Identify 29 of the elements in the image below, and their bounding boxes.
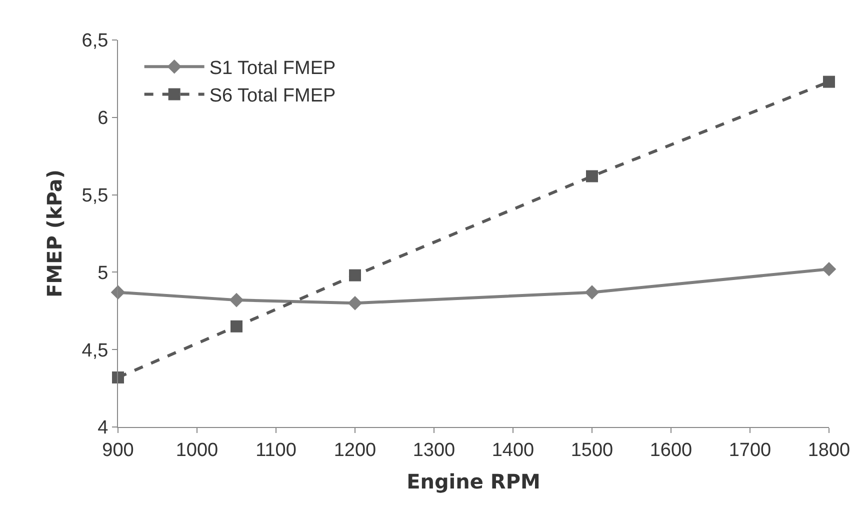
- x-tick-label: 1400: [492, 440, 534, 461]
- y-tick-label: 4: [98, 418, 109, 439]
- x-tick-label: 1500: [570, 440, 614, 461]
- point: [348, 296, 362, 310]
- y-tick-label: 5,5: [82, 185, 108, 206]
- point: [822, 262, 836, 276]
- y-tick-label: 6,5: [82, 30, 108, 52]
- point: [584, 285, 600, 300]
- point: [823, 76, 835, 88]
- y-tick-label: 5: [98, 262, 108, 284]
- x-tick-label: 1300: [412, 440, 456, 461]
- x-tick-label: 1600: [650, 440, 692, 461]
- x-tick-label: 1800: [808, 440, 850, 461]
- y-tick-label: 4,5: [82, 340, 108, 362]
- y-axis-title: FMEP (kPa): [42, 169, 66, 298]
- legend-label: S1 Total FMEP: [209, 58, 336, 79]
- point: [586, 170, 598, 182]
- x-axis-title: Engine RPM: [406, 469, 540, 494]
- x-tick-label: 1100: [256, 440, 296, 461]
- x-tick-label: 1200: [334, 440, 376, 461]
- point: [349, 269, 361, 282]
- x-tick-label: 1000: [176, 440, 218, 461]
- legend-label: S6 Total FMEP: [209, 86, 336, 107]
- y-tick-label: 6: [98, 108, 108, 130]
- point: [230, 320, 242, 332]
- point: [112, 371, 124, 384]
- x-tick-label: 900: [102, 440, 134, 461]
- x-tick-label: 1700: [728, 440, 772, 461]
- point: [229, 292, 244, 308]
